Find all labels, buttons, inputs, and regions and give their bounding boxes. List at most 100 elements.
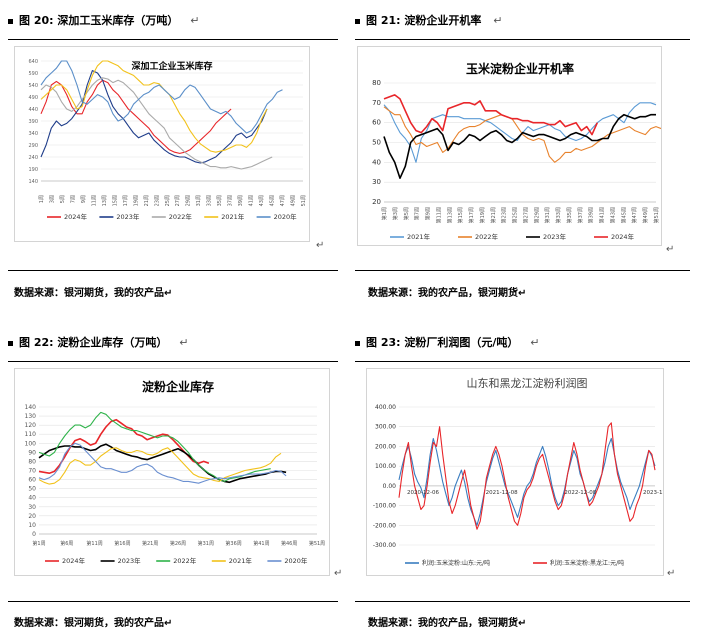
x-tick-label: 15周 — [112, 195, 118, 206]
divider — [8, 361, 338, 362]
y-tick-label: 490 — [28, 95, 38, 101]
y-tick-label: 240 — [28, 155, 38, 161]
legend-label: 2023年 — [118, 556, 142, 565]
y-tick-label: 200.00 — [375, 443, 396, 450]
series-line — [38, 443, 287, 484]
x-tick-label: 17周 — [123, 195, 129, 206]
y-tick-label: -100.00 — [373, 503, 396, 510]
x-tick-label: 第47周 — [631, 207, 638, 223]
y-tick-label: -200.00 — [373, 522, 396, 529]
bullet-icon — [8, 340, 13, 346]
chart-23-frame: 山东和黑龙江淀粉利润图 -300.00 -200.00 -100.00 0.00 100.… — [366, 368, 675, 576]
series-line — [383, 113, 656, 179]
chart-title: 山东和黑龙江淀粉利润图 — [467, 376, 588, 390]
y-tick-label: 190 — [28, 167, 38, 173]
y-tick-label: 0 — [32, 531, 36, 538]
chart-title: 深加工企业玉米库存 — [131, 60, 212, 72]
x-tick-label: 37周 — [228, 195, 234, 206]
x-tick-label: 第23周 — [501, 207, 508, 223]
return-mark-icon: ↵ — [493, 14, 503, 27]
source-text: 数据来源：我的农产品，银河期货 — [368, 618, 518, 629]
figure-23-prefix: 图 23: — [366, 336, 401, 349]
chart-title: 玉米淀粉企业开机率 — [466, 61, 574, 76]
divider — [355, 361, 690, 362]
legend-label: 2022年 — [173, 556, 197, 565]
x-tick-label: 第6周 — [60, 540, 73, 547]
y-tick-label: 20 — [28, 513, 36, 520]
y-tick-label: 50 — [28, 486, 36, 493]
series-line — [398, 437, 656, 526]
figure-20-title: 深加工玉米库存（万吨） — [57, 14, 179, 27]
x-tick-label: 2022-12-08 — [564, 490, 596, 496]
figure-21-title: 淀粉企业开机率 — [404, 14, 482, 27]
x-tick-label: 第17周 — [468, 207, 475, 223]
x-tick-label: 31周 — [196, 195, 202, 206]
x-tick-label: 第1周 — [32, 540, 45, 547]
x-tick-label: 第27周 — [522, 207, 529, 223]
y-tick-label: 100.00 — [375, 463, 396, 470]
return-mark-icon: ↵ — [530, 336, 540, 349]
x-tick-label: 第49周 — [642, 207, 649, 223]
series-line — [383, 94, 599, 136]
legend-label: 2024年 — [64, 212, 88, 221]
divider — [8, 39, 338, 40]
legend-label: 2023年 — [116, 212, 140, 221]
series-line — [40, 60, 268, 153]
chart-title: 淀粉企业库存 — [142, 379, 214, 394]
figure-21-caption: 图 21: 淀粉企业开机率 ↵ — [355, 12, 502, 28]
x-tick-label: 21周 — [144, 195, 150, 206]
series-line — [38, 442, 287, 484]
x-tick-label: 第19周 — [479, 207, 486, 223]
figure-20-caption: 图 20: 深加工玉米库存（万吨） ↵ — [8, 12, 199, 28]
x-tick-label: 51周 — [301, 195, 307, 206]
x-tick-label: 41周 — [249, 195, 255, 206]
return-mark-icon: ↵ — [164, 288, 173, 299]
x-tick-label: 5周 — [60, 195, 66, 203]
y-tick-label: 440 — [28, 107, 38, 113]
x-tick-label: 第7周 — [414, 207, 421, 220]
x-tick-label: 45周 — [270, 195, 276, 206]
y-tick-label: 40 — [28, 495, 36, 502]
x-tick-label: 第35周 — [566, 207, 573, 223]
series-line — [38, 418, 210, 474]
x-tick-label: 43周 — [259, 195, 265, 206]
series-line — [40, 79, 232, 154]
x-tick-label: 第36周 — [225, 540, 241, 547]
x-tick-label: 第31周 — [198, 540, 214, 547]
y-tick-label: 70 — [28, 468, 36, 475]
y-tick-label: 30 — [372, 178, 381, 186]
figure-20-prefix: 图 20: — [19, 14, 54, 27]
divider — [355, 270, 690, 271]
series-line — [383, 106, 667, 163]
return-mark-icon: ↵ — [316, 240, 325, 251]
x-tick-label: 第25周 — [512, 207, 519, 223]
source-text: 数据来源：我的农产品，银河期货 — [368, 288, 518, 299]
source-text: 数据来源：银河期货，我的农产品 — [14, 618, 164, 629]
chart-21-frame: 玉米淀粉企业开机率 20 30 40 50 60 70 80 第1周 第3周 第5周 第7周 第9周 第1… — [357, 46, 667, 246]
y-tick-label: 400.00 — [375, 404, 396, 411]
y-tick-label: 540 — [28, 83, 38, 89]
figure-22-prefix: 图 22: — [19, 336, 54, 349]
legend-label: 2024年 — [611, 232, 635, 241]
x-tick-label: 49周 — [291, 195, 297, 206]
y-tick-label: 140 — [28, 179, 38, 185]
x-tick-label: 23周 — [154, 195, 160, 206]
legend-label: 2021年 — [407, 232, 431, 241]
y-tick-label: 30 — [28, 504, 36, 511]
x-tick-label: 第45周 — [620, 207, 627, 223]
x-tick-label: 第13周 — [446, 207, 453, 223]
x-tick-label: 第5周 — [403, 207, 410, 220]
legend-label: 2021年 — [229, 556, 253, 565]
x-tick-label: 9周 — [81, 195, 87, 203]
chart-20-frame: 深加工企业玉米库存 140 190 240 290 340 390 440 490 540 590 6… — [14, 46, 310, 242]
y-tick-label: 90 — [28, 449, 36, 456]
x-tick-label: 第41周 — [599, 207, 606, 223]
x-tick-label: 11周 — [91, 195, 97, 206]
y-tick-label: 50 — [372, 139, 381, 147]
legend-label: 2020年 — [284, 556, 308, 565]
legend-label: 利润:玉米淀粉:黑龙江:元/吨 — [550, 559, 624, 567]
x-tick-label: 2020-12-06 — [407, 490, 439, 496]
y-tick-label: -300.00 — [373, 542, 396, 549]
series-line — [38, 411, 271, 482]
